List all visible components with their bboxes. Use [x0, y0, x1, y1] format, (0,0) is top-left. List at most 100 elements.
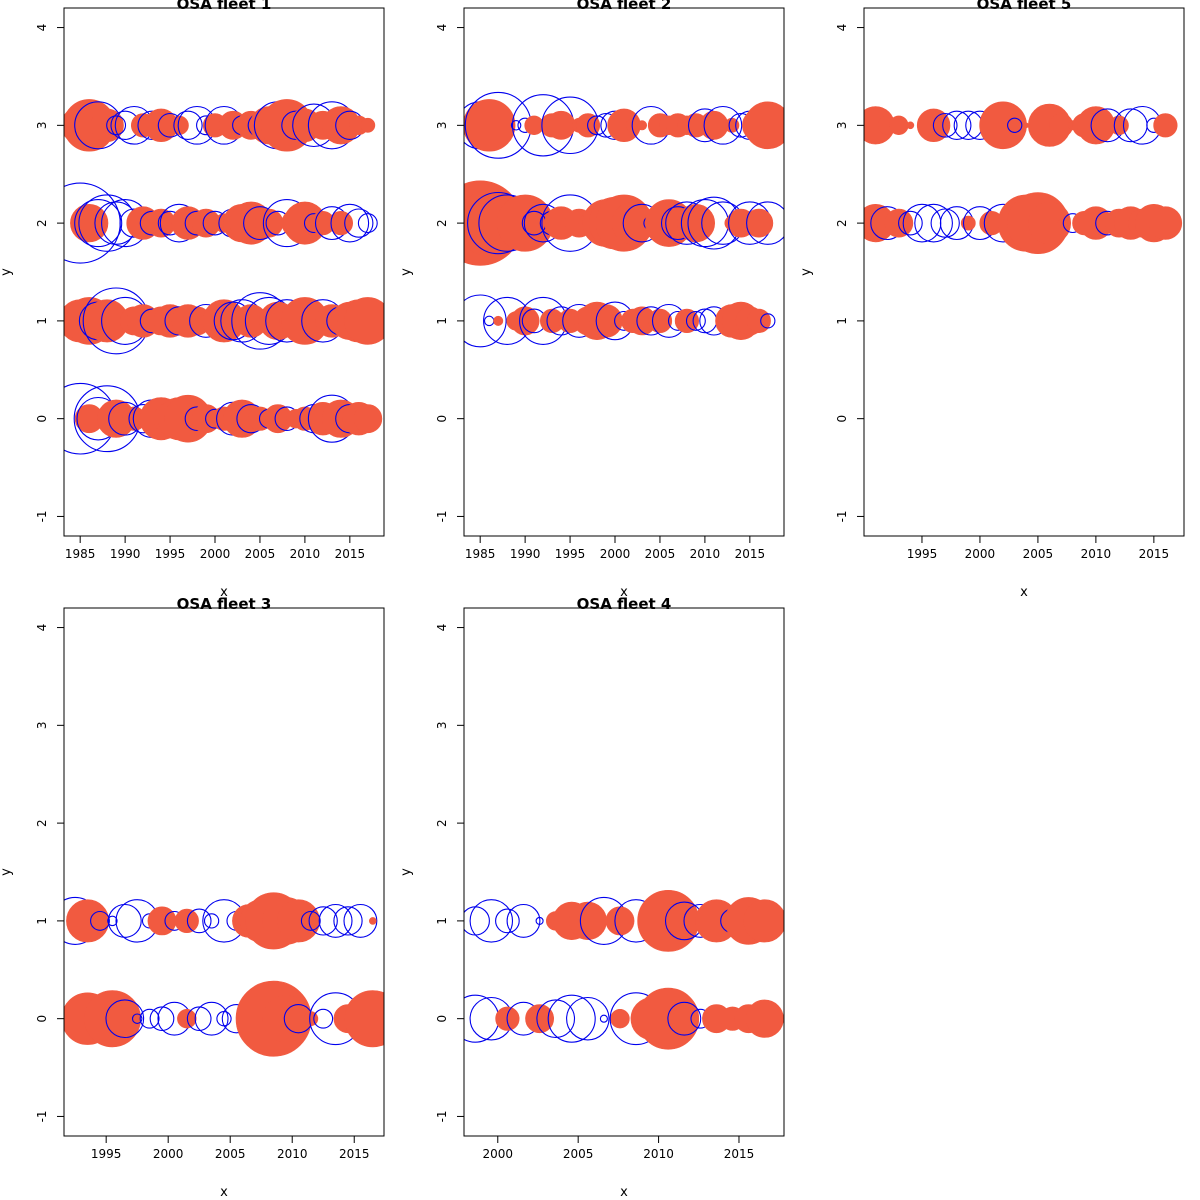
- positive-residual-bubble: [344, 990, 384, 1048]
- positive-residual-bubble: [746, 308, 771, 334]
- negative-residual-bubble: [300, 910, 321, 931]
- negative-residual-bubble: [343, 903, 378, 938]
- positive-residual-bubble: [66, 899, 110, 943]
- bubble-layer: [864, 101, 1183, 255]
- panel-title: OSA fleet 1: [177, 0, 272, 13]
- x-tick-label: 2000: [153, 1147, 184, 1161]
- y-tick-label: 0: [35, 415, 49, 423]
- x-tick-label: 2015: [1139, 547, 1170, 561]
- chart-panel-3: 1995 2000 2005 2010 2015 x -1 0 1 2 3 4 y OSA fleet 5: [799, 0, 1185, 600]
- x-axis-title: x: [620, 585, 628, 600]
- negative-residual-bubble: [333, 906, 363, 936]
- negative-residual-bubble: [483, 315, 495, 327]
- positive-residual-bubble: [262, 994, 310, 1043]
- x-axis-title: x: [1020, 585, 1028, 600]
- x-tick-label: 2000: [600, 547, 631, 561]
- y-axis-title: y: [0, 268, 14, 276]
- y-tick-label: 3: [835, 122, 849, 130]
- positive-residual-bubble: [1023, 122, 1030, 129]
- positive-residual-bubble: [1148, 206, 1183, 240]
- positive-residual-bubble: [979, 101, 1027, 150]
- negative-residual-bubble: [914, 203, 953, 243]
- negative-residual-bubble: [131, 1013, 143, 1024]
- negative-residual-bubble: [318, 903, 353, 938]
- panel-title: OSA fleet 4: [577, 595, 672, 613]
- x-tick-label: 2010: [290, 547, 321, 561]
- x-tick-label: 2000: [200, 547, 231, 561]
- plot-frame: [863, 7, 1185, 537]
- x-tick-label: 2000: [482, 1147, 513, 1161]
- positive-residual-bubble: [525, 1004, 555, 1034]
- negative-residual-bubble: [685, 310, 706, 331]
- positive-residual-bubble: [368, 917, 377, 925]
- y-tick-label: 2: [435, 819, 449, 827]
- positive-residual-bubble: [744, 208, 774, 238]
- y-tick-label: -1: [835, 510, 849, 522]
- y-tick-label: -1: [35, 510, 49, 522]
- positive-residual-bubble: [605, 906, 635, 936]
- chart-panel-1: 1985 1990 1995 2000 2005 2010 2015 x -1 0 1 2 3 4 y OSA…: [0, 0, 385, 600]
- positive-residual-bubble: [676, 204, 716, 243]
- chart-panel-5: 2000 2005 2010 2015 x -1 0 1 2 3 4 y OSA fleet 4: [399, 595, 785, 1200]
- negative-residual-bubble: [105, 999, 145, 1039]
- negative-residual-bubble: [74, 199, 123, 248]
- negative-residual-bubble: [203, 913, 220, 929]
- positive-residual-bubble: [1153, 113, 1178, 138]
- y-tick-label: 0: [435, 1015, 449, 1023]
- negative-residual-bubble: [495, 908, 520, 934]
- positive-residual-bubble: [254, 208, 284, 238]
- negative-residual-bubble: [308, 906, 338, 936]
- x-tick-label: 2010: [277, 1147, 308, 1161]
- negative-residual-bubble: [357, 213, 378, 234]
- x-axis-title: x: [620, 1185, 628, 1200]
- x-tick-label: 2005: [1023, 547, 1054, 561]
- positive-residual-bubble: [889, 115, 909, 136]
- positive-residual-bubble: [743, 899, 784, 943]
- negative-residual-bubble: [566, 996, 610, 1041]
- negative-residual-bubble: [107, 915, 118, 927]
- positive-residual-bubble: [1076, 106, 1115, 145]
- x-tick-label: 2010: [1081, 547, 1112, 561]
- positive-residual-bubble: [493, 315, 504, 326]
- positive-residual-bubble: [906, 121, 915, 130]
- negative-residual-bubble: [703, 105, 743, 145]
- positive-residual-bubble: [1109, 115, 1129, 136]
- negative-residual-bubble: [953, 110, 983, 140]
- negative-residual-bubble: [194, 1001, 229, 1036]
- positive-residual-bubble: [360, 117, 376, 133]
- y-tick-label: 1: [435, 317, 449, 325]
- y-tick-label: -1: [35, 1110, 49, 1122]
- negative-residual-bubble: [746, 201, 784, 245]
- negative-residual-bubble: [1007, 117, 1023, 133]
- negative-residual-bubble: [942, 110, 972, 140]
- negative-residual-bubble: [464, 294, 507, 348]
- y-tick-label: 1: [435, 917, 449, 925]
- x-tick-label: 2015: [339, 1147, 370, 1161]
- positive-residual-bubble: [174, 908, 199, 934]
- positive-residual-bubble: [328, 211, 354, 236]
- negative-residual-bubble: [547, 994, 596, 1043]
- plot-frame: [463, 7, 785, 537]
- positive-residual-bubble: [960, 215, 976, 231]
- chart-panel-4: 1995 2000 2005 2010 2015 x -1 0 1 2 3 4 y OSA fleet 3: [0, 595, 385, 1200]
- y-tick-label: 4: [835, 24, 849, 32]
- y-tick-label: 0: [35, 1015, 49, 1023]
- positive-residual-bubble: [636, 120, 647, 131]
- x-tick-label: 2015: [735, 547, 766, 561]
- x-tick-label: 2005: [563, 1147, 594, 1161]
- bubble-layer: [64, 99, 384, 455]
- x-tick-label: 1990: [110, 547, 141, 561]
- negative-residual-bubble: [667, 1001, 702, 1036]
- positive-residual-bubble: [177, 1008, 197, 1029]
- bubble-layer: [464, 91, 784, 348]
- y-tick-label: 3: [35, 122, 49, 130]
- positive-residual-bubble: [745, 999, 784, 1038]
- x-tick-label: 1995: [91, 1147, 122, 1161]
- negative-residual-bubble: [587, 115, 607, 136]
- negative-residual-bubble: [186, 1006, 212, 1032]
- y-axis-title: y: [0, 868, 14, 876]
- chart-panel-2: 1985 1990 1995 2000 2005 2010 2015 x -1 0 1 2 3 4 y OSA…: [399, 0, 785, 600]
- negative-residual-bubble: [139, 1008, 160, 1029]
- plot-frame: [63, 7, 385, 537]
